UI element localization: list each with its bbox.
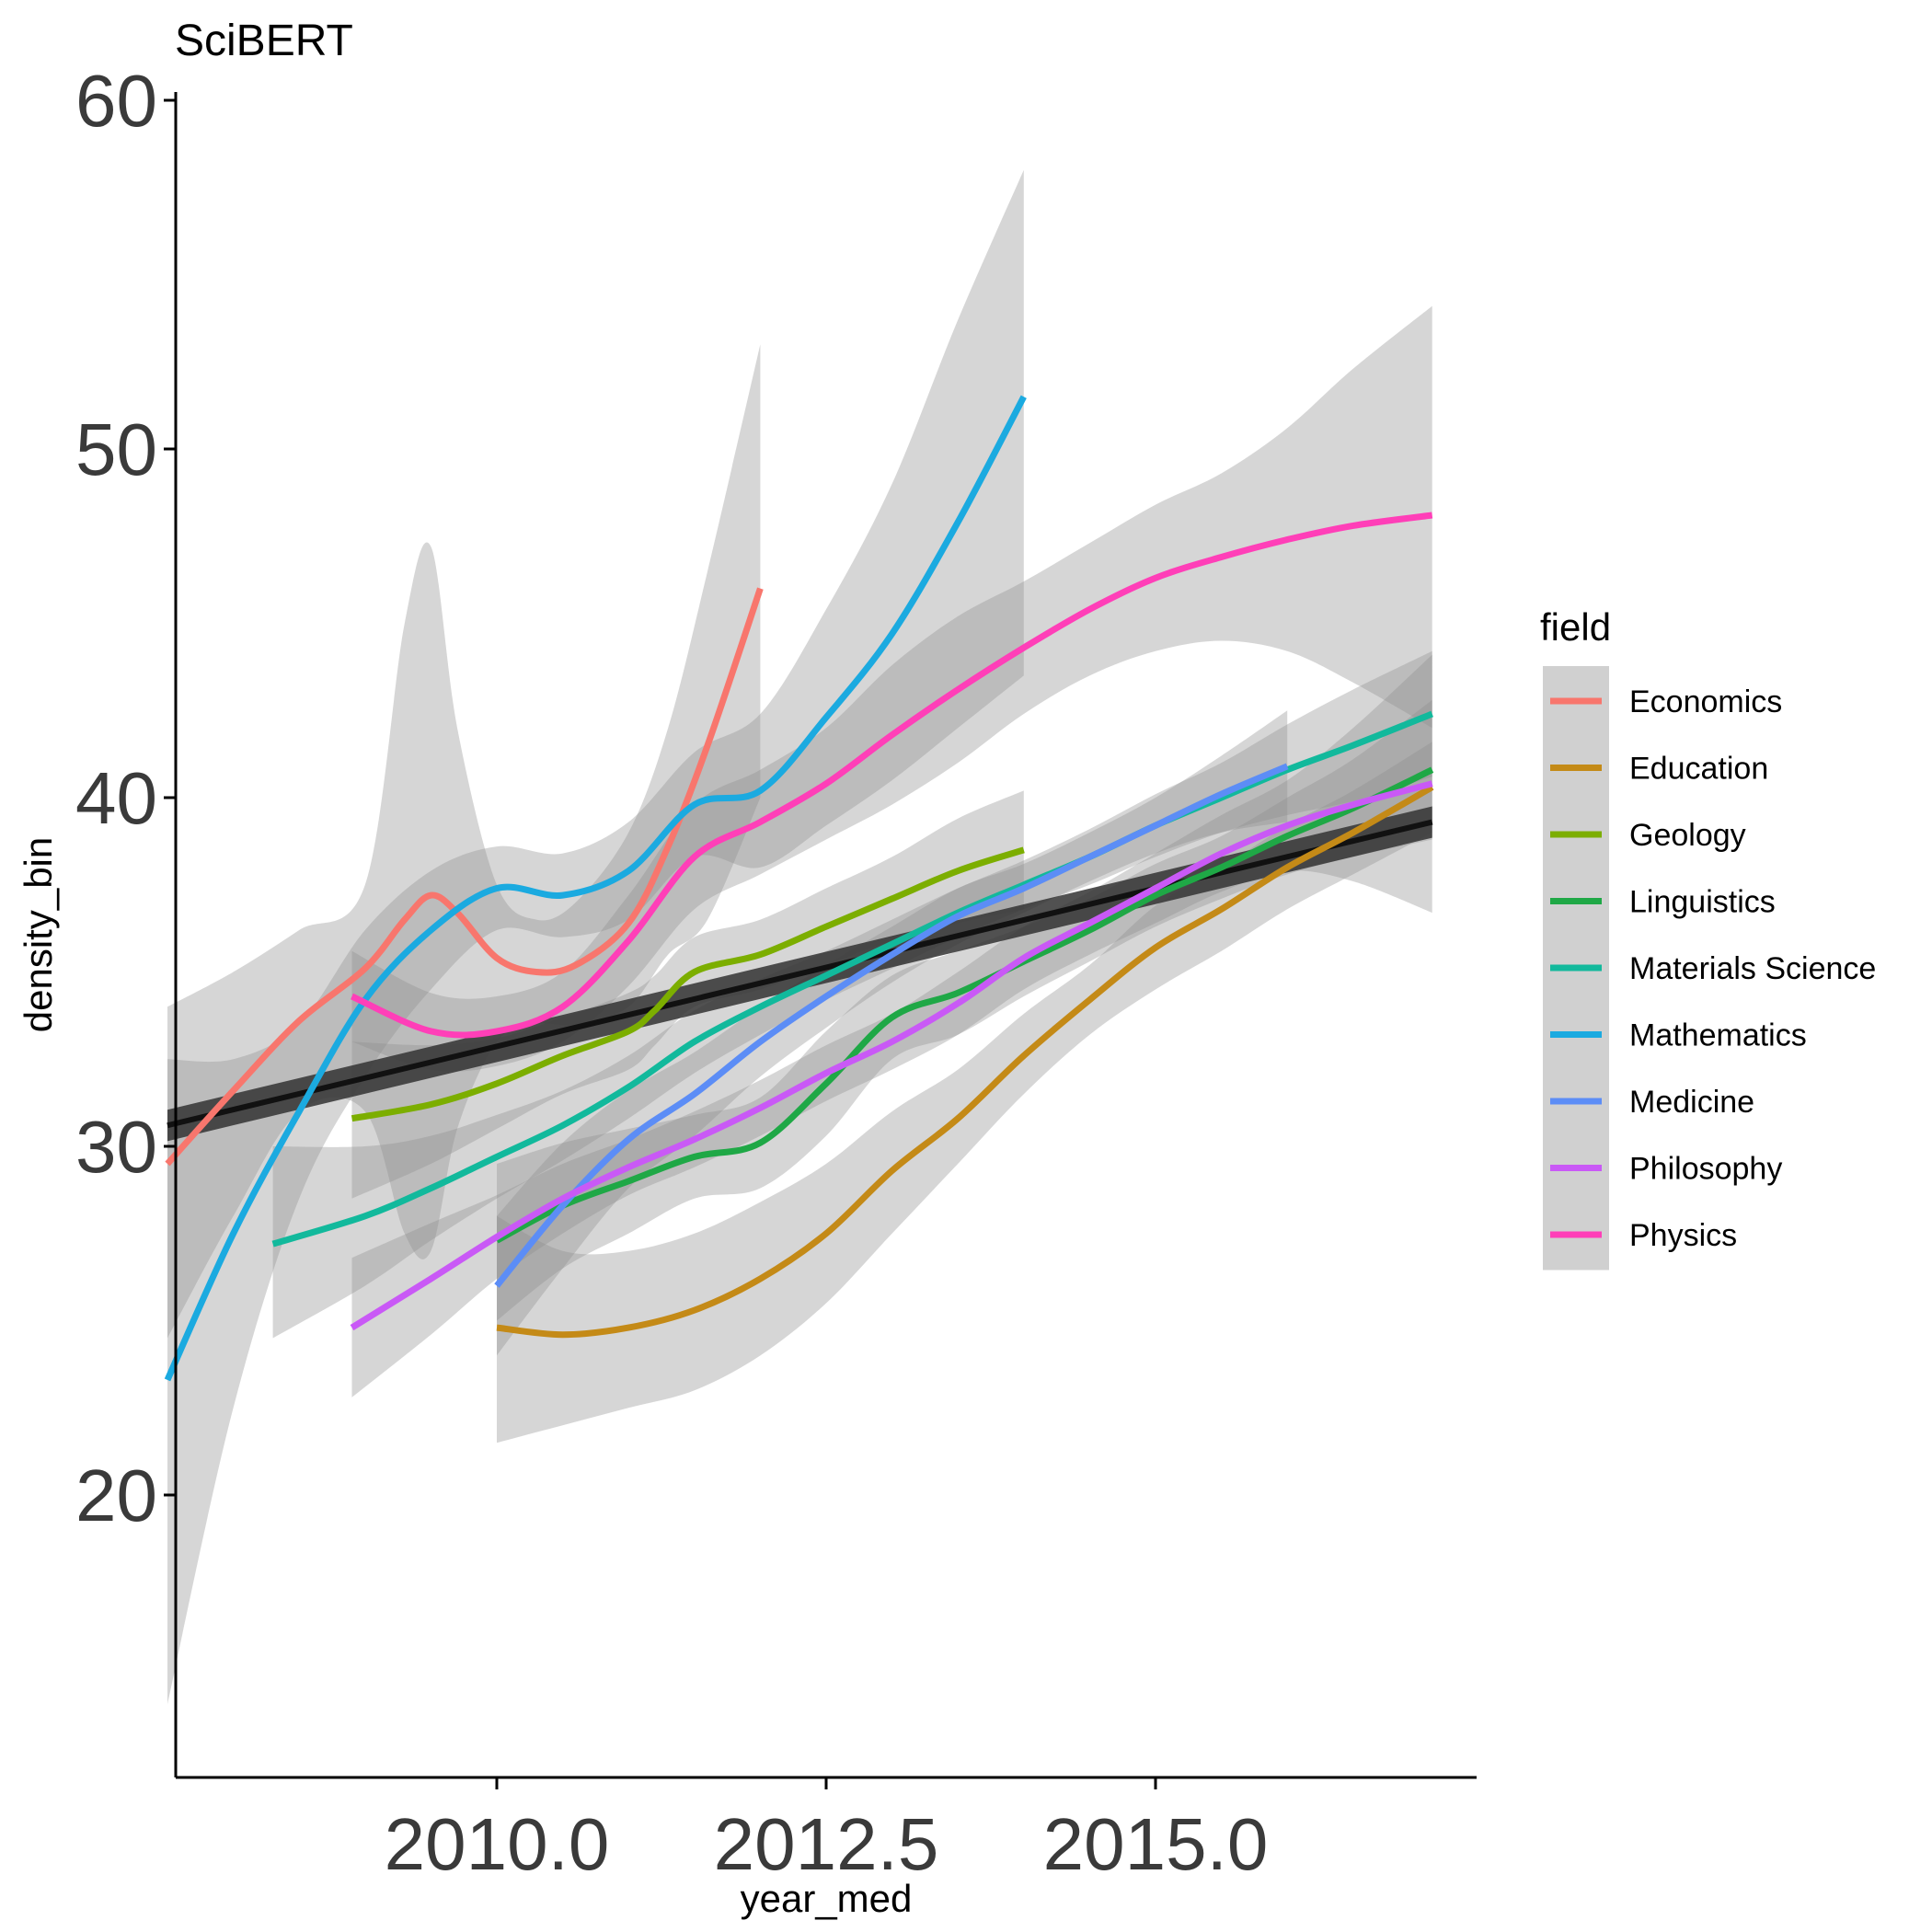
legend-label-materials-science: Materials Science [1629,951,1876,986]
legend-label-geology: Geology [1629,818,1746,853]
y-tick-label-20: 20 [75,1455,157,1536]
x-tick-label-2012-5: 2012.5 [714,1803,939,1885]
line-medicine [494,763,1289,1288]
band-materials-science [272,650,1432,1339]
line-mathematics [164,395,1027,1382]
x-tick-label-2015-0: 2015.0 [1043,1803,1269,1885]
legend-label-physics: Physics [1629,1218,1737,1253]
legend-label-linguistics: Linguistics [1629,885,1776,920]
x-axis-title: year_med [741,1877,913,1920]
y-tick-label-50: 50 [75,408,157,490]
legend: field Economics Education Geology Linguisti… [1540,605,1876,1271]
legend-title: field [1540,605,1611,649]
line-economics [165,587,764,1167]
line-linguistics [495,766,1434,1244]
line-education [496,784,1434,1339]
band-linguistics [497,699,1432,1321]
line-materials-science [271,710,1433,1248]
x-tick-label-2010-0: 2010.0 [385,1803,610,1885]
legend-label-economics: Economics [1629,684,1782,719]
y-tick-label-60: 60 [75,60,157,142]
y-axis-title: density_bin [17,837,60,1032]
band-education [497,742,1432,1443]
y-tick-label-30: 30 [75,1106,157,1188]
overall-trend [167,806,1433,1142]
line-physics [351,512,1433,1039]
legend-label-mathematics: Mathematics [1629,1018,1807,1053]
x-axis-ticks: 2010.0 2012.5 2015.0 [385,1777,1269,1885]
band-medicine [497,710,1288,1356]
band-physics [351,305,1432,1072]
overall-trend-line [167,819,1433,1129]
y-axis-ticks: 20 30 40 50 60 [75,60,176,1536]
legend-label-philosophy: Philosophy [1629,1152,1782,1187]
legend-label-education: Education [1629,752,1768,787]
y-tick-label-40: 40 [75,757,157,839]
legend-label-medicine: Medicine [1629,1085,1754,1120]
series-lines [164,395,1434,1382]
line-geology [351,846,1025,1122]
band-philosophy [351,654,1432,1397]
plot-area [164,169,1434,1705]
chart-title: SciBERT [175,17,353,65]
line-philosophy [350,780,1433,1331]
legend-items: Economics Education Geology Linguistics Mate… [1543,666,1876,1271]
